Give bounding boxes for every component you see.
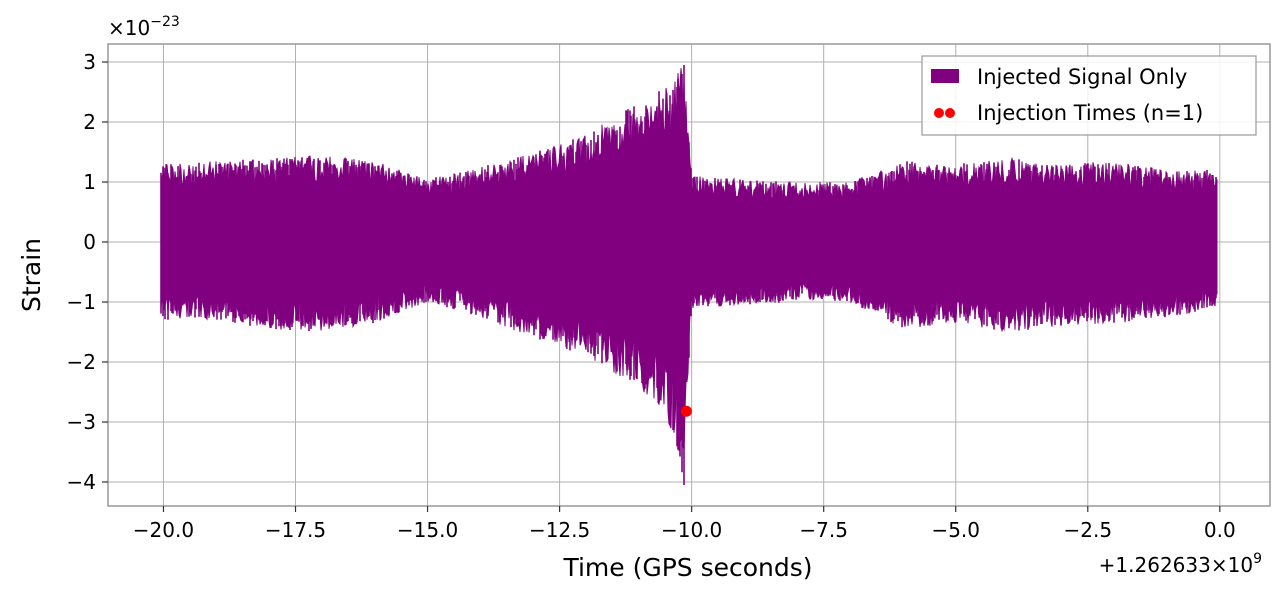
x-tick-label: −7.5	[799, 518, 848, 542]
injection-times-series	[680, 405, 692, 417]
y-tick-label: −3	[67, 410, 96, 434]
x-tick-label: −17.5	[265, 518, 326, 542]
legend-swatch-injected-signal	[931, 69, 959, 83]
y-axis-ticks: 3 2 1 0 −1 −2 −3 −4	[67, 50, 108, 494]
y-tick-label: 2	[83, 110, 96, 134]
injection-time-point	[680, 405, 692, 417]
y-tick-label: 0	[83, 230, 96, 254]
injected-signal-oscillation	[160, 65, 1217, 485]
plot-area	[160, 65, 1218, 485]
legend: Injected Signal Only Injection Times (n=…	[921, 55, 1257, 136]
y-axis-label: Strain	[17, 238, 46, 312]
y-tick-label: −1	[67, 290, 96, 314]
y-tick-label: 3	[83, 50, 96, 74]
x-tick-label: −20.0	[133, 518, 194, 542]
x-axis-label: Time (GPS seconds)	[562, 553, 812, 582]
y-tick-label: −4	[67, 470, 96, 494]
legend-marker-injection-times	[934, 108, 944, 118]
x-tick-label: −15.0	[397, 518, 458, 542]
legend-label-injected-signal: Injected Signal Only	[977, 65, 1187, 89]
x-tick-label: −2.5	[1063, 518, 1112, 542]
x-offset-factor: +1.262633×109	[1099, 551, 1262, 577]
x-tick-label: −10.0	[661, 518, 722, 542]
axes-frame	[107, 43, 1271, 507]
legend-label-injection-times: Injection Times (n=1)	[977, 101, 1203, 125]
y-scale-factor: ×10−23	[108, 14, 180, 40]
x-axis-ticks: −20.0 −17.5 −15.0 −12.5 −10.0 −7.5 −5.0 −2.5 0.0	[133, 506, 1236, 542]
y-tick-label: −2	[67, 350, 96, 374]
legend-marker-injection-times-2	[945, 108, 955, 118]
x-tick-label: −5.0	[931, 518, 980, 542]
x-tick-label: 0.0	[1204, 518, 1236, 542]
legend-box	[921, 55, 1257, 136]
x-tick-label: −12.5	[529, 518, 590, 542]
y-tick-label: 1	[83, 170, 96, 194]
